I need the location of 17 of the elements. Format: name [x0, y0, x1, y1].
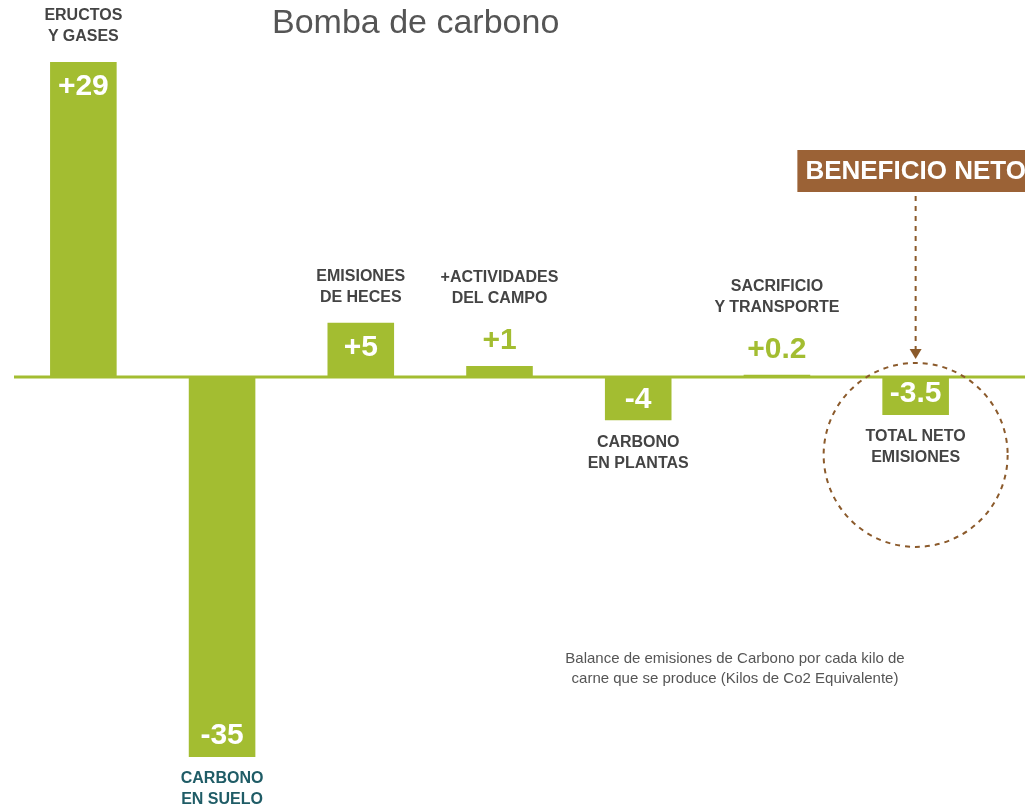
data-label: +5 — [343, 328, 378, 362]
x-tick-label: CARBONO EN SUELO — [180, 769, 264, 808]
x-tick-label: CARBONO EN PLANTAS — [587, 432, 690, 471]
x-tick-label: +ACTIVIDADES DEL CAMPO — [440, 268, 559, 307]
annotation: BENEFICIO NETO — [805, 155, 1025, 186]
text: Balance de emisiones de Carbono por cada kilo de carne que se produce (Kilos de Co2 Equivalente) — [564, 648, 906, 688]
data-label: -4 — [624, 380, 652, 414]
data-label: +29 — [57, 68, 109, 102]
chart-title: Bomba de carbono — [272, 2, 560, 41]
data-label: +0.2 — [747, 331, 807, 365]
data-label: +1 — [482, 322, 517, 356]
x-tick-label: SACRIFICIO Y TRANSPORTE — [714, 277, 840, 316]
x-tick-label: EMISIONES DE HECES — [316, 267, 406, 306]
data-label: -3.5 — [889, 375, 942, 409]
x-tick-label: TOTAL NETO EMISIONES — [865, 427, 966, 466]
data-label: -35 — [200, 717, 244, 751]
x-tick-label: ERUCTOS Y GASES — [44, 6, 123, 45]
